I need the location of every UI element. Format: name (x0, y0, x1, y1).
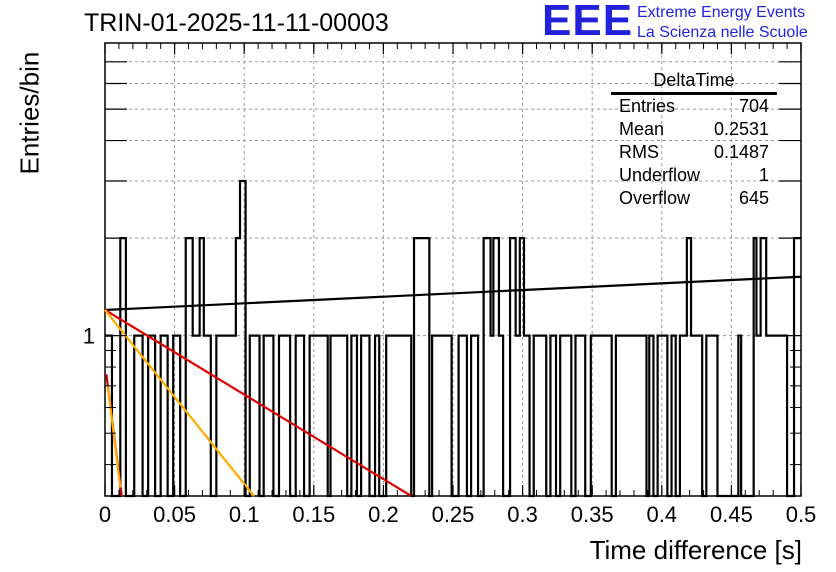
histogram-bin (386, 336, 411, 496)
histogram-bin (756, 336, 760, 496)
histogram-bin (193, 336, 200, 496)
histogram-bin (361, 336, 369, 496)
histogram-bin (534, 336, 547, 496)
histogram-bin (331, 336, 348, 496)
stats-label: RMS (619, 142, 659, 162)
x-axis-label: Time difference [s] (589, 535, 802, 565)
fit-red-line (104, 309, 412, 497)
stats-label: Mean (619, 119, 665, 139)
histogram-outline (105, 179, 801, 498)
x-tick-label: 0.05 (153, 502, 196, 527)
fit-orange2-line (106, 385, 122, 488)
stats-title: DeltaTime (611, 70, 777, 95)
stats-row-overflow: Overflow 645 (611, 187, 777, 210)
plot-title: TRIN-01-2025-11-11-00003 (84, 9, 389, 37)
stats-row-rms: RMS 0.1487 (611, 141, 777, 164)
y-tick-label: 1 (83, 324, 95, 349)
histogram-bin (310, 336, 328, 496)
stats-value: 0.1487 (713, 142, 769, 162)
logo-subtitle-line2: La Scienza nelle Scuole (637, 24, 808, 41)
histogram-bin (560, 336, 571, 496)
histogram-bin (575, 336, 585, 496)
histogram-bin (414, 238, 429, 496)
stats-label: Underflow (619, 165, 701, 185)
stats-value: 645 (738, 188, 769, 208)
histogram-bin (616, 336, 647, 496)
x-tick-label: 0 (99, 502, 111, 527)
x-tick-label: 0.4 (647, 502, 678, 527)
histogram-bin (250, 336, 260, 496)
fit-orange-line (104, 309, 255, 497)
x-tick-label: 0.1 (229, 502, 260, 527)
histogram-bin (591, 336, 612, 496)
histogram-bin (432, 336, 451, 496)
stats-value: 1 (758, 165, 769, 185)
stats-row-mean: Mean 0.2531 (611, 118, 777, 141)
eee-logo-icon: EEE (542, 0, 634, 45)
logo-subtitle-line1: Extreme Energy Events (637, 4, 806, 21)
x-tick-label: 0.3 (507, 502, 538, 527)
histogram-bin (296, 336, 304, 496)
x-tick-label: 0.45 (710, 502, 753, 527)
histogram-bin (516, 336, 520, 496)
y-axis-label: Entries/bin (14, 51, 45, 175)
stats-row-entries: Entries 704 (611, 95, 777, 118)
histogram-bin (459, 336, 467, 496)
fit-black-line (104, 275, 802, 312)
x-tick-label: 0.2 (368, 502, 399, 527)
histogram-bin (706, 336, 717, 496)
histogram-bin (216, 336, 235, 496)
histogram-bin (766, 336, 787, 496)
x-tick-label: 0.25 (432, 502, 475, 527)
histogram-bin (134, 336, 142, 496)
histogram-bin (691, 336, 702, 496)
stats-value: 0.2531 (713, 119, 769, 139)
x-tick-label: 0.5 (786, 502, 817, 527)
histogram-bin (264, 336, 274, 496)
stats-label: Overflow (619, 188, 691, 208)
histogram-bin (658, 336, 668, 496)
histogram-bin (491, 336, 494, 496)
stats-value: 704 (738, 96, 769, 116)
x-tick-label: 0.35 (571, 502, 614, 527)
stats-box: DeltaTime Entries 704 Mean 0.2531 RMS 0.… (611, 70, 777, 210)
x-tick-label: 0.15 (292, 502, 335, 527)
stats-row-underflow: Underflow 1 (611, 164, 777, 187)
stats-label: Entries (619, 96, 676, 116)
